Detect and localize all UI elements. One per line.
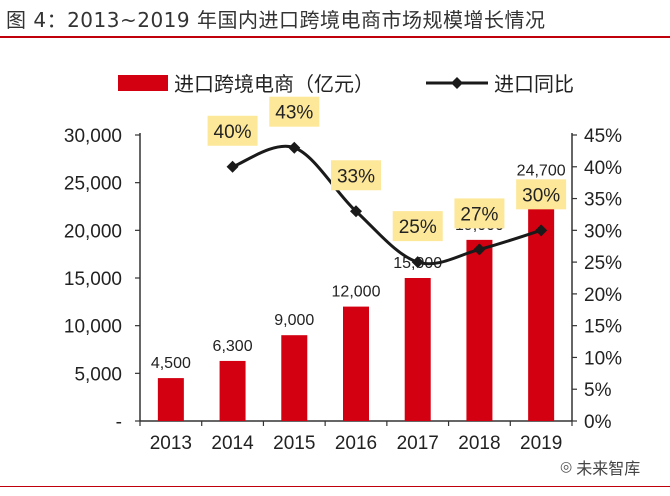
line-label-box bbox=[516, 179, 567, 210]
title-rule bbox=[0, 36, 670, 38]
bar-value-label: 4,500 bbox=[151, 355, 191, 372]
x-tick-label: 2018 bbox=[458, 433, 500, 454]
x-tick-label: 2013 bbox=[150, 433, 192, 454]
line-point bbox=[535, 224, 548, 237]
line-point bbox=[350, 205, 362, 218]
watermark-text: 未来智库 bbox=[576, 459, 641, 478]
legend-bar-label: 进口跨境电商（亿元） bbox=[174, 73, 374, 96]
y-right-tick-label: 15% bbox=[584, 317, 622, 338]
watermark: ◎ 未来智库 bbox=[560, 455, 640, 479]
x-tick-label: 2016 bbox=[335, 433, 377, 454]
y-right-tick-label: 25% bbox=[584, 253, 622, 274]
bar bbox=[343, 306, 369, 421]
y-right-tick-label: 40% bbox=[584, 158, 622, 179]
y-right-tick-label: 45% bbox=[584, 126, 622, 147]
line-label-box bbox=[269, 96, 320, 127]
line-label-box bbox=[331, 160, 381, 191]
bottom-rule bbox=[0, 486, 670, 487]
line-value-label: 33% bbox=[337, 166, 375, 187]
y-left-tick-label: 30,000 bbox=[64, 126, 122, 147]
bar-value-label: 6,300 bbox=[213, 338, 253, 355]
legend-line-label: 进口同比 bbox=[494, 73, 574, 96]
bar bbox=[404, 278, 431, 421]
y-right-tick-label: 0% bbox=[584, 412, 612, 433]
line-point bbox=[226, 160, 239, 173]
line-value-label: 25% bbox=[399, 217, 437, 238]
y-right-tick-label: 10% bbox=[584, 348, 622, 369]
legend-bar-swatch bbox=[118, 75, 168, 91]
x-tick-label: 2014 bbox=[211, 433, 254, 454]
line-label-box bbox=[207, 115, 258, 146]
y-left-tick-label: 5,000 bbox=[74, 364, 122, 385]
line-value-label: 30% bbox=[522, 185, 560, 206]
figure-title: 图 4：2013~2019 年国内进口跨境电商市场规模增长情况 bbox=[6, 8, 546, 32]
line-value-label: 43% bbox=[275, 103, 313, 124]
y-left-tick-label: - bbox=[116, 412, 122, 433]
bar-value-label: 9,000 bbox=[274, 312, 314, 329]
line-point bbox=[411, 256, 424, 269]
line-value-label: 27% bbox=[460, 204, 498, 225]
bar bbox=[528, 185, 555, 421]
y-right-tick-label: 30% bbox=[584, 221, 622, 242]
line-label-box bbox=[454, 198, 505, 229]
bar-value-label: 12,000 bbox=[332, 284, 381, 301]
y-left-tick-label: 15,000 bbox=[64, 269, 122, 290]
bar bbox=[219, 360, 246, 421]
line-value-label: 40% bbox=[214, 122, 252, 143]
x-tick-label: 2015 bbox=[273, 433, 315, 454]
y-left-tick-label: 20,000 bbox=[64, 221, 122, 242]
y-right-tick-label: 5% bbox=[584, 380, 612, 401]
line-point bbox=[288, 141, 301, 154]
x-tick-label: 2017 bbox=[397, 433, 439, 454]
bar bbox=[281, 335, 308, 421]
line-label-box bbox=[392, 211, 443, 242]
x-tick-label: 2019 bbox=[520, 433, 562, 454]
bar bbox=[157, 378, 184, 421]
y-left-tick-label: 10,000 bbox=[64, 317, 122, 338]
legend-line-marker bbox=[451, 77, 463, 89]
y-left-tick-label: 25,000 bbox=[64, 174, 122, 195]
y-right-tick-label: 35% bbox=[584, 190, 622, 211]
bar bbox=[466, 239, 493, 421]
y-right-tick-label: 20% bbox=[584, 285, 622, 306]
wechat-icon: ◎ bbox=[560, 459, 573, 475]
bar-value-label: 24,700 bbox=[517, 163, 566, 180]
line-point bbox=[473, 243, 486, 256]
